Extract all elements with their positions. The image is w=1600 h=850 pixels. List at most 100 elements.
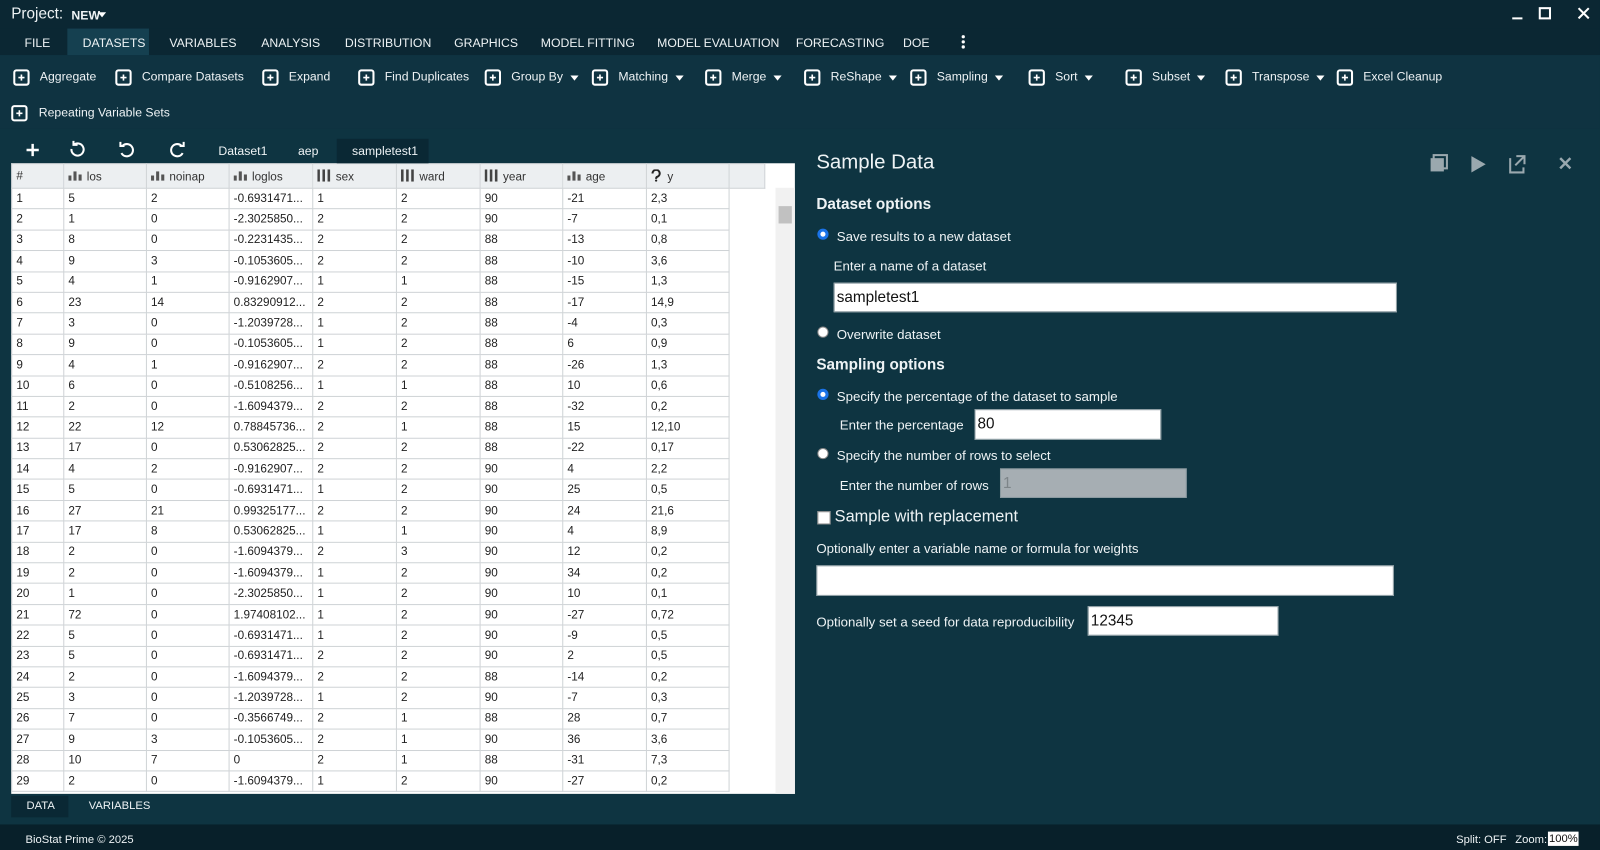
table-cell[interactable]: 3 <box>396 542 480 563</box>
dataset-tab[interactable]: Dataset1 <box>218 144 267 158</box>
table-cell[interactable]: -27 <box>563 604 647 625</box>
table-cell[interactable]: 2 <box>313 646 397 667</box>
table-cell[interactable]: -0.1053605... <box>229 729 313 750</box>
scrollbar[interactable] <box>776 188 795 794</box>
table-cell[interactable]: 2 <box>313 251 397 272</box>
table-cell[interactable]: 0,8 <box>646 230 729 251</box>
table-cell[interactable]: 4 <box>12 251 64 272</box>
table-cell[interactable]: 1.97408102... <box>229 604 313 625</box>
toolbar-button[interactable]: Expand <box>289 69 331 83</box>
table-cell[interactable]: 1 <box>313 771 397 792</box>
table-cell[interactable]: 88 <box>480 667 563 688</box>
table-cell[interactable]: 2 <box>12 209 64 230</box>
table-cell[interactable]: 1 <box>313 521 397 542</box>
table-cell[interactable]: 2 <box>313 396 397 417</box>
table-cell[interactable]: 1,3 <box>646 355 729 376</box>
table-cell[interactable]: 2 <box>396 334 480 355</box>
table-cell[interactable]: 9 <box>64 729 147 750</box>
table-cell[interactable]: -32 <box>563 396 647 417</box>
table-cell[interactable]: 0,3 <box>646 313 729 334</box>
table-cell[interactable]: 8 <box>12 334 64 355</box>
table-cell[interactable]: 14,9 <box>646 292 729 313</box>
table-cell[interactable]: 0 <box>146 708 229 729</box>
table-cell[interactable]: 1 <box>396 750 480 771</box>
table-cell[interactable]: 1 <box>313 584 397 605</box>
text-input[interactable]: sampletest1 <box>834 283 1397 313</box>
table-cell[interactable]: 21 <box>12 604 64 625</box>
table-cell[interactable]: -2.3025850... <box>229 584 313 605</box>
table-cell[interactable]: 10 <box>563 376 647 397</box>
table-cell[interactable]: 0.99325177... <box>229 500 313 521</box>
number-input[interactable]: 80 <box>974 409 1161 440</box>
table-cell[interactable]: 1 <box>64 209 147 230</box>
table-cell[interactable]: 90 <box>480 625 563 646</box>
table-cell[interactable]: 16 <box>12 500 64 521</box>
toolbar-button[interactable]: Transpose <box>1252 69 1309 83</box>
table-cell[interactable]: 88 <box>480 417 563 438</box>
table-cell[interactable]: 2 <box>64 771 147 792</box>
column-header[interactable]: loglos <box>229 164 313 188</box>
table-cell[interactable]: 3 <box>146 729 229 750</box>
table-cell[interactable]: 90 <box>480 729 563 750</box>
table-cell[interactable]: -1.6094379... <box>229 667 313 688</box>
table-cell[interactable]: 23 <box>12 646 64 667</box>
column-header[interactable]: los <box>64 164 147 188</box>
table-cell[interactable]: 0,72 <box>646 604 729 625</box>
table-cell[interactable]: 12,10 <box>646 417 729 438</box>
table-cell[interactable]: -7 <box>563 688 647 709</box>
table-cell[interactable]: 0 <box>146 542 229 563</box>
number-input[interactable]: 1 <box>1000 468 1187 498</box>
table-cell[interactable]: 0 <box>146 625 229 646</box>
table-cell[interactable]: 88 <box>480 230 563 251</box>
table-cell[interactable]: 17 <box>64 438 147 459</box>
menu-item[interactable]: DOE <box>903 36 930 50</box>
table-cell[interactable]: 88 <box>480 334 563 355</box>
table-cell[interactable]: -9 <box>563 625 647 646</box>
table-cell[interactable]: 0,5 <box>646 646 729 667</box>
table-cell[interactable]: 2 <box>396 771 480 792</box>
table-cell[interactable]: 12 <box>146 417 229 438</box>
table-cell[interactable]: 2 <box>396 667 480 688</box>
table-cell[interactable]: 88 <box>480 376 563 397</box>
table-cell[interactable]: 13 <box>12 438 64 459</box>
table-cell[interactable]: 10 <box>12 376 64 397</box>
table-cell[interactable]: 2 <box>396 209 480 230</box>
table-cell[interactable]: 4 <box>563 459 647 480</box>
table-cell[interactable]: -0.2231435... <box>229 230 313 251</box>
table-cell[interactable]: 90 <box>480 646 563 667</box>
table-cell[interactable]: 2 <box>396 251 480 272</box>
toolbar-button[interactable]: Compare Datasets <box>142 69 244 83</box>
table-cell[interactable]: 1 <box>313 480 397 501</box>
table-cell[interactable]: 88 <box>480 313 563 334</box>
table-cell[interactable]: 2 <box>146 188 229 209</box>
table-cell[interactable]: -0.6931471... <box>229 480 313 501</box>
table-cell[interactable]: 12 <box>12 417 64 438</box>
table-cell[interactable]: 0 <box>229 750 313 771</box>
dataset-tab[interactable]: aep <box>298 144 318 158</box>
table-cell[interactable]: 0,9 <box>646 334 729 355</box>
table-cell[interactable]: 7 <box>64 708 147 729</box>
table-cell[interactable]: 2 <box>396 230 480 251</box>
table-cell[interactable]: 21,6 <box>646 500 729 521</box>
table-cell[interactable]: 5 <box>64 646 147 667</box>
table-cell[interactable]: 0 <box>146 563 229 584</box>
table-cell[interactable]: 2 <box>396 584 480 605</box>
table-cell[interactable]: 8 <box>64 230 147 251</box>
table-cell[interactable]: 2 <box>313 438 397 459</box>
table-cell[interactable]: -13 <box>563 230 647 251</box>
table-cell[interactable]: 2 <box>313 500 397 521</box>
table-cell[interactable]: 10 <box>64 750 147 771</box>
table-cell[interactable]: -0.6931471... <box>229 646 313 667</box>
table-cell[interactable]: 2 <box>64 542 147 563</box>
table-cell[interactable]: 28 <box>12 750 64 771</box>
table-cell[interactable]: 2 <box>313 667 397 688</box>
table-cell[interactable]: 4 <box>563 521 647 542</box>
table-cell[interactable]: 1 <box>146 271 229 292</box>
menu-item[interactable]: ANALYSIS <box>261 36 320 50</box>
table-cell[interactable]: 2 <box>396 625 480 646</box>
table-cell[interactable]: -1.2039728... <box>229 313 313 334</box>
table-cell[interactable]: 20 <box>12 584 64 605</box>
table-cell[interactable]: 2 <box>396 688 480 709</box>
checkbox[interactable] <box>817 511 830 524</box>
table-cell[interactable]: 25 <box>12 688 64 709</box>
